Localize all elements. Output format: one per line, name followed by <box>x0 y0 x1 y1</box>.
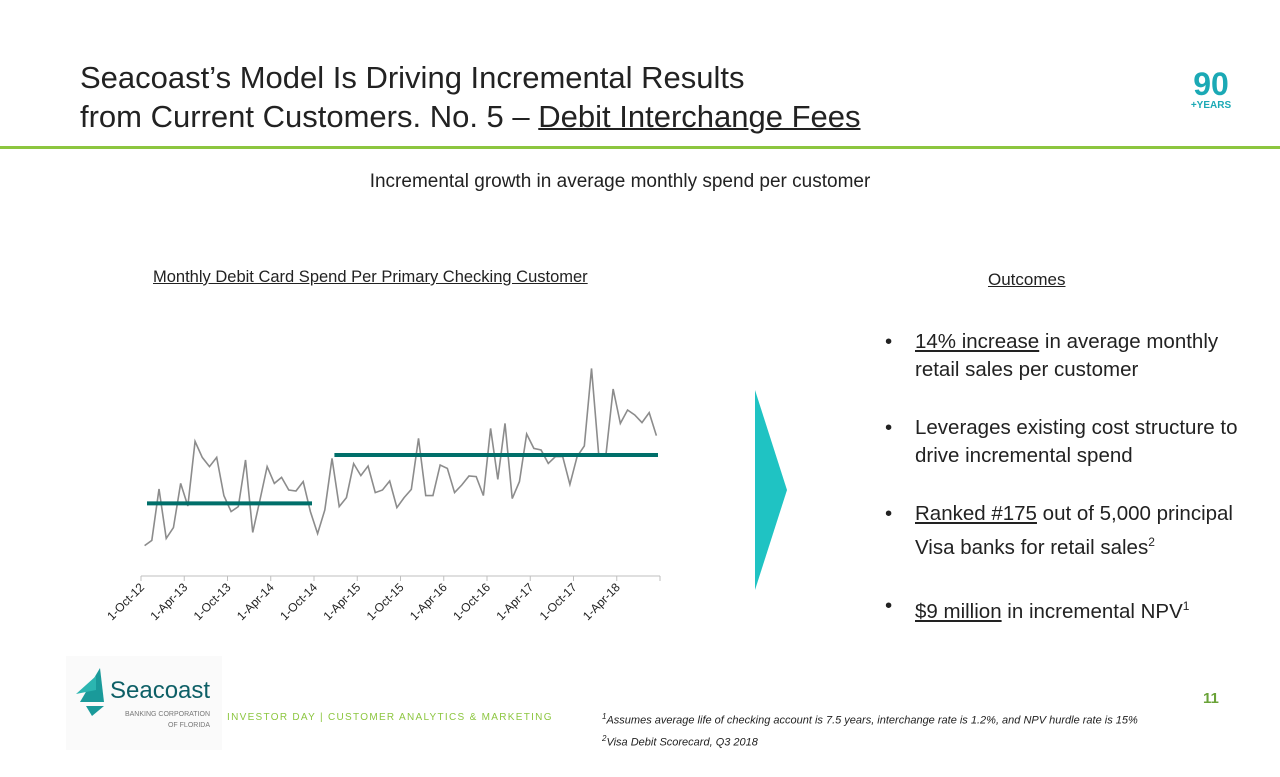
outcome-item: Ranked #175 out of 5,000 principal Visa … <box>885 500 1255 562</box>
x-tick-label: 1-Apr-14 <box>234 580 277 623</box>
x-tick-label: 1-Apr-16 <box>407 580 450 623</box>
footnote-ref: 1 <box>1182 598 1190 613</box>
chevron-arrow-icon <box>755 390 787 590</box>
90-years-logo: 90 +YEARS <box>1191 66 1232 110</box>
footnote-text: Assumes average life of checking account… <box>606 714 1138 727</box>
svg-text:Seacoast: Seacoast <box>110 677 210 704</box>
outcome-item: Leverages existing cost structure to dri… <box>885 414 1255 470</box>
footnote-2: 2Visa Debit Scorecard, Q3 2018 <box>602 730 1138 752</box>
slide-title: Seacoast’s Model Is Driving Incremental … <box>80 58 861 136</box>
title-line-1: Seacoast’s Model Is Driving Incremental … <box>80 60 745 95</box>
x-tick-label: 1-Apr-17 <box>493 580 536 623</box>
slide-subtitle: Incremental growth in average monthly sp… <box>369 171 871 192</box>
outcome-text: Leverages existing cost structure to dri… <box>915 416 1238 467</box>
spend-series-line <box>144 368 658 547</box>
x-tick-label: 1-Oct-17 <box>537 580 580 623</box>
outcome-text: in incremental NPV <box>1001 599 1183 623</box>
outcome-text: out of 5,000 principal Visa banks for re… <box>915 502 1233 559</box>
x-tick-label: 1-Apr-15 <box>320 580 363 623</box>
x-tick-label: 1-Apr-18 <box>580 580 623 623</box>
footnotes: 1Assumes average life of checking accoun… <box>602 708 1138 751</box>
svg-text:OF FLORIDA: OF FLORIDA <box>168 722 210 729</box>
title-underlined: Debit Interchange Fees <box>538 99 861 134</box>
footnote-ref: 2 <box>1148 535 1155 549</box>
outcome-text: in average monthly retail sales per cust… <box>915 330 1219 381</box>
x-tick-label: 1-Oct-15 <box>364 580 407 623</box>
outcome-highlight: 14% increase <box>915 330 1040 353</box>
outcome-highlight: Ranked #175 <box>915 502 1037 525</box>
outcomes-title: Outcomes <box>988 270 1066 289</box>
footnote-text: Visa Debit Scorecard, Q3 2018 <box>606 736 758 749</box>
chart-title: Monthly Debit Card Spend Per Primary Che… <box>153 268 588 286</box>
x-tick-label: 1-Oct-13 <box>191 580 234 623</box>
spend-line-chart: 1-Oct-12 1-Apr-13 1-Oct-13 1-Apr-14 1-Oct-14… <box>104 368 661 623</box>
footnote-number: 1 <box>602 712 607 721</box>
footer-tagline: INVESTOR DAY | CUSTOMER ANALYTICS & MARK… <box>227 712 553 723</box>
title-line-2: from Current Customers. No. 5 – Debit In… <box>80 97 861 136</box>
footnote-number: 2 <box>602 733 607 743</box>
svg-text:BANKING CORPORATION: BANKING CORPORATION <box>125 711 210 718</box>
x-tick-label: 1-Oct-16 <box>450 580 493 623</box>
header-divider <box>0 146 1280 149</box>
outcome-highlight: $9 million <box>915 599 1002 623</box>
svg-text:90: 90 <box>1193 66 1229 102</box>
title-prefix: from Current Customers. No. 5 – <box>80 99 539 134</box>
x-tick-label: 1-Oct-14 <box>277 580 320 623</box>
page-number: 11 <box>1203 690 1219 707</box>
outcome-item: 14% increase in average monthly retail s… <box>885 328 1255 384</box>
footnote-1: 1Assumes average life of checking accoun… <box>602 708 1138 730</box>
outcomes-list: 14% increase in average monthly retail s… <box>885 328 1255 656</box>
outcome-item: $9 million in incremental NPV1 <box>885 592 1255 626</box>
svg-text:+YEARS: +YEARS <box>1191 100 1232 110</box>
x-tick-label: 1-Apr-13 <box>147 580 190 623</box>
seacoast-logo: Seacoast BANKING CORPORATION OF FLORIDA <box>66 656 222 750</box>
x-tick-label: 1-Oct-12 <box>104 580 147 623</box>
